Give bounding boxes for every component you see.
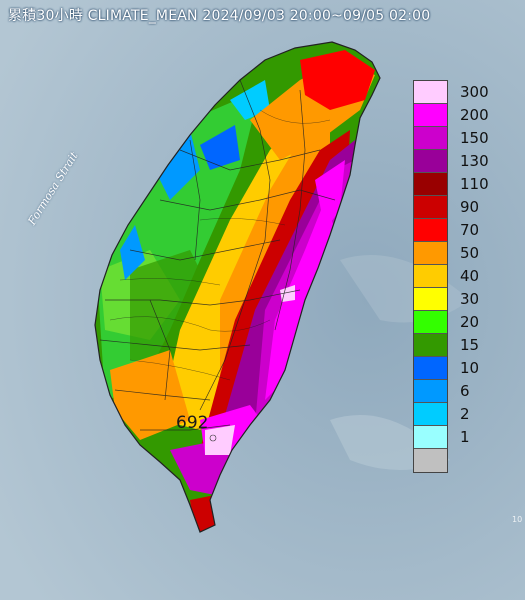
legend-label: 30 [460, 290, 480, 308]
legend-label: 15 [460, 336, 480, 354]
legend-label: 300 [460, 83, 489, 101]
legend-swatch [414, 219, 447, 242]
legend-swatch [414, 104, 447, 127]
legend-label: 110 [460, 175, 489, 193]
legend-swatch [414, 173, 447, 196]
color-legend [413, 80, 448, 473]
max-value-label: 692 [176, 413, 209, 433]
legend-swatch [414, 403, 447, 426]
legend-label: 70 [460, 221, 480, 239]
legend-swatch [414, 449, 447, 472]
legend-swatch [414, 357, 447, 380]
max-rainfall-marker [209, 434, 217, 442]
legend-label: 200 [460, 106, 489, 124]
legend-swatch [414, 150, 447, 173]
legend-swatch [414, 334, 447, 357]
legend-label: 130 [460, 152, 489, 170]
county-boundaries [99, 79, 336, 431]
legend-label: 40 [460, 267, 480, 285]
island-outline [94, 41, 381, 533]
legend-swatch [414, 288, 447, 311]
svg-text:10: 10 [512, 515, 522, 524]
legend-swatch [414, 311, 447, 334]
legend-swatch [414, 242, 447, 265]
legend-swatch [414, 265, 447, 288]
legend-label: 2 [460, 405, 470, 423]
legend-label: 90 [460, 198, 480, 216]
legend-swatch [414, 196, 447, 219]
legend-label: 6 [460, 382, 470, 400]
legend-label: 150 [460, 129, 489, 147]
legend-swatch [414, 81, 447, 104]
legend-label: 50 [460, 244, 480, 262]
map-title: 累積30小時 CLIMATE_MEAN 2024/09/03 20:00~09/… [8, 8, 431, 24]
river-network [109, 109, 331, 381]
legend-swatch [414, 127, 447, 150]
legend-label: 20 [460, 313, 480, 331]
legend-swatch [414, 380, 447, 403]
legend-label: 1 [460, 428, 470, 446]
legend-swatch [414, 426, 447, 449]
legend-label: 10 [460, 359, 480, 377]
